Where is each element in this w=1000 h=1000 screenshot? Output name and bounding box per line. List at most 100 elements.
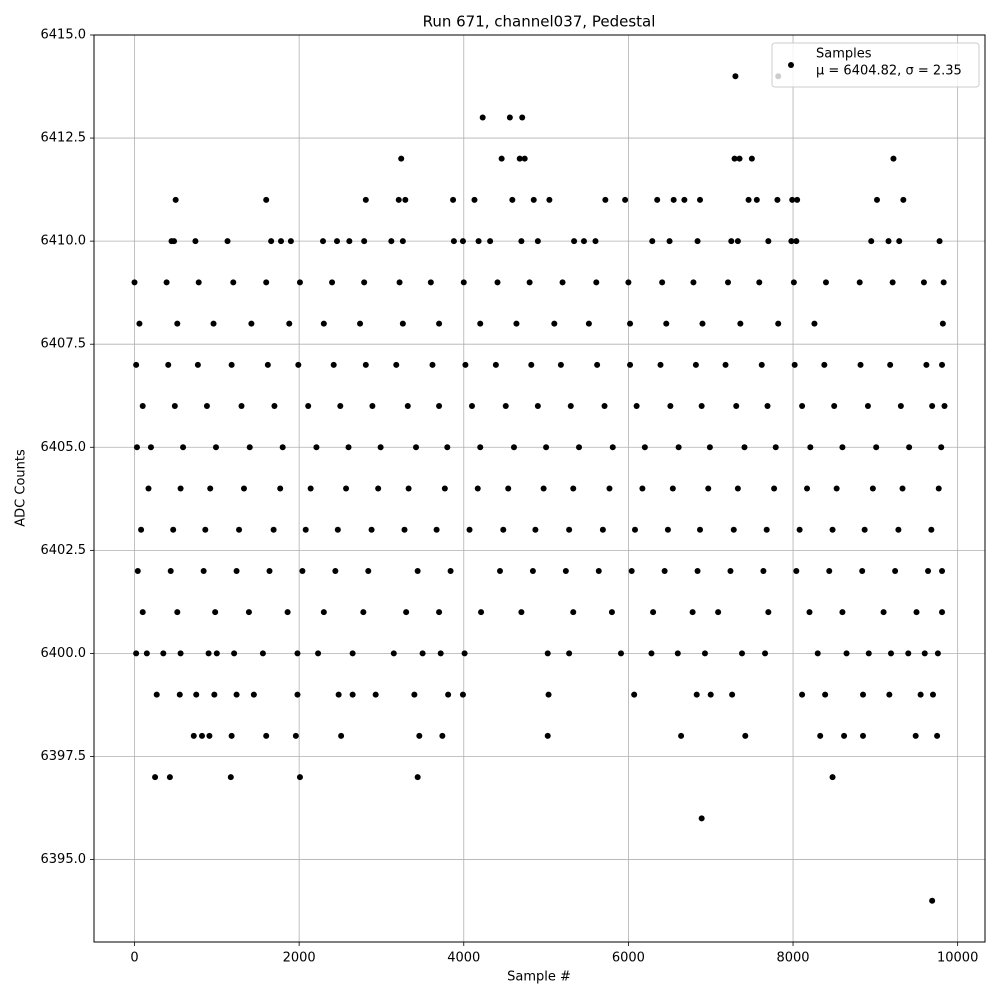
point: [313, 444, 320, 451]
point: [667, 403, 674, 410]
point: [631, 526, 638, 533]
point: [388, 238, 395, 245]
point: [545, 691, 552, 698]
point: [693, 691, 700, 698]
point: [570, 609, 577, 616]
point: [625, 279, 632, 286]
point: [296, 279, 303, 286]
point: [690, 279, 697, 286]
point: [532, 526, 539, 533]
point: [592, 238, 599, 245]
legend-box: [771, 42, 980, 88]
point: [788, 238, 795, 245]
x-tick-label: 4000: [447, 951, 480, 966]
y-tick-label: 6400.0: [41, 646, 87, 661]
point: [163, 279, 170, 286]
point: [886, 691, 893, 698]
point: [287, 238, 294, 245]
point: [263, 279, 270, 286]
point: [799, 403, 806, 410]
point: [791, 361, 798, 368]
point: [896, 238, 903, 245]
point: [172, 196, 179, 203]
point: [403, 609, 410, 616]
point: [147, 444, 154, 451]
point: [839, 609, 846, 616]
point: [416, 732, 423, 739]
point: [540, 485, 547, 492]
point: [557, 361, 564, 368]
point: [433, 526, 440, 533]
point: [518, 238, 525, 245]
point: [193, 691, 200, 698]
point: [650, 609, 657, 616]
point: [362, 361, 369, 368]
point: [398, 155, 405, 162]
point: [320, 320, 327, 327]
point: [774, 196, 781, 203]
point: [213, 650, 220, 657]
point: [887, 650, 894, 657]
point: [571, 238, 578, 245]
point: [794, 196, 801, 203]
grid: [94, 34, 985, 942]
point: [864, 403, 871, 410]
point: [477, 444, 484, 451]
point: [692, 361, 699, 368]
point: [728, 238, 735, 245]
point: [203, 403, 210, 410]
point: [593, 279, 600, 286]
point: [606, 485, 613, 492]
point: [939, 320, 946, 327]
point: [429, 361, 436, 368]
point: [174, 609, 181, 616]
point: [343, 485, 350, 492]
point: [701, 650, 708, 657]
point: [874, 196, 880, 203]
point: [414, 774, 421, 781]
point: [405, 485, 412, 492]
point: [139, 403, 146, 410]
point: [765, 238, 772, 245]
chart-title: Run 671, channel037, Pedestal: [423, 13, 656, 31]
point: [460, 279, 467, 286]
point: [706, 444, 713, 451]
point: [171, 238, 178, 245]
point: [160, 650, 167, 657]
point: [462, 361, 469, 368]
point: [580, 238, 587, 245]
point: [529, 567, 536, 574]
point: [205, 650, 212, 657]
point: [393, 361, 400, 368]
point: [498, 155, 505, 162]
point: [737, 320, 744, 327]
point: [631, 691, 638, 698]
point: [873, 444, 880, 451]
point: [436, 403, 443, 410]
point: [299, 567, 306, 574]
point: [649, 238, 656, 245]
point: [641, 444, 648, 451]
point: [748, 155, 755, 162]
point: [296, 774, 303, 781]
point: [822, 691, 829, 698]
point: [570, 485, 577, 492]
point: [602, 196, 609, 203]
point: [294, 691, 301, 698]
point: [670, 196, 677, 203]
point: [372, 691, 379, 698]
y-tick-label: 6412.5: [41, 131, 87, 146]
point: [796, 526, 803, 533]
point: [474, 485, 481, 492]
point: [427, 279, 434, 286]
point: [437, 650, 444, 657]
point: [153, 691, 160, 698]
point: [526, 279, 533, 286]
point: [231, 650, 238, 657]
point: [733, 403, 740, 410]
point: [627, 320, 634, 327]
point: [270, 526, 277, 533]
point: [375, 485, 382, 492]
point: [617, 650, 624, 657]
point: [594, 361, 601, 368]
